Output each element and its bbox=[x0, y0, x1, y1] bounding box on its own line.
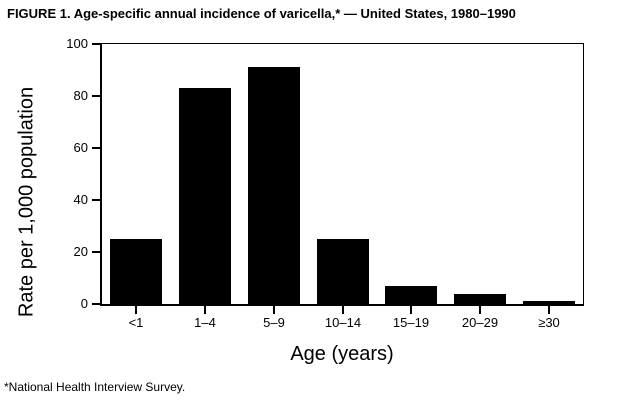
x-tick-label-20–29: 20–29 bbox=[461, 315, 499, 330]
y-axis-label: Rate per 1,000 population bbox=[15, 86, 38, 318]
footnote: *National Health Interview Survey. bbox=[4, 380, 186, 394]
y-tick-mark-20 bbox=[92, 251, 100, 253]
y-tick-mark-40 bbox=[92, 199, 100, 201]
x-tick-label-10–14: 10–14 bbox=[324, 315, 362, 330]
x-tick-mark-≥30 bbox=[548, 306, 550, 314]
y-tick-mark-0 bbox=[92, 303, 100, 305]
x-tick-mark-15–19 bbox=[410, 306, 412, 314]
y-tick-label-100: 100 bbox=[66, 36, 88, 51]
y-tick-label-20: 20 bbox=[73, 244, 88, 259]
x-tick-label-15–19: 15–19 bbox=[392, 315, 430, 330]
bar-20–29 bbox=[454, 294, 506, 304]
bar-5–9 bbox=[248, 67, 300, 304]
bar-10–14 bbox=[317, 239, 369, 304]
y-tick-mark-60 bbox=[92, 147, 100, 149]
y-tick-label-40: 40 bbox=[73, 192, 88, 207]
x-tick-label-<1: <1 bbox=[128, 315, 144, 330]
x-tick-mark-5–9 bbox=[273, 306, 275, 314]
bar-1–4 bbox=[179, 88, 231, 304]
x-tick-label-5–9: 5–9 bbox=[263, 315, 285, 330]
bar-<1 bbox=[110, 239, 162, 304]
figure-title: FIGURE 1. Age-specific annual incidence … bbox=[7, 6, 516, 21]
x-tick-mark-20–29 bbox=[479, 306, 481, 314]
y-tick-label-60: 60 bbox=[73, 140, 88, 155]
y-tick-mark-100 bbox=[92, 43, 100, 45]
y-tick-label-0: 0 bbox=[80, 296, 88, 311]
bar-15–19 bbox=[385, 286, 437, 304]
plot-area bbox=[100, 43, 584, 306]
x-axis-label: Age (years) bbox=[290, 343, 394, 365]
bar-≥30 bbox=[523, 301, 575, 304]
y-tick-label-80: 80 bbox=[73, 88, 88, 103]
x-tick-label-≥30: ≥30 bbox=[538, 315, 560, 330]
y-tick-mark-80 bbox=[92, 95, 100, 97]
x-tick-label-1–4: 1–4 bbox=[194, 315, 216, 330]
x-tick-mark-<1 bbox=[135, 306, 137, 314]
x-tick-mark-10–14 bbox=[342, 306, 344, 314]
x-tick-mark-1–4 bbox=[204, 306, 206, 314]
